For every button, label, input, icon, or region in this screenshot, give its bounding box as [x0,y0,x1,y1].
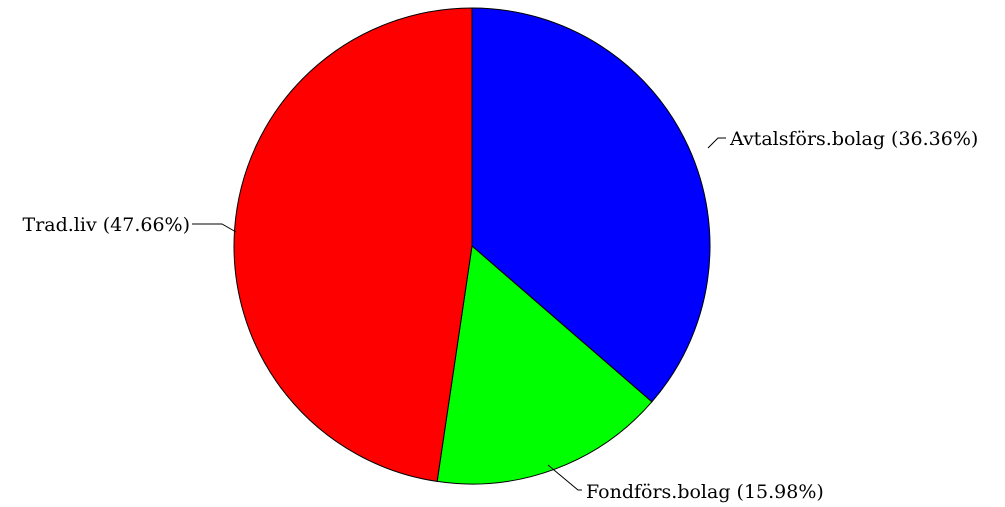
slice-label-trad-liv: Trad.liv (47.66%) [23,214,190,236]
leader-line-avtalsf-rs-bolag [707,137,726,149]
leader-line-fondf-rs-bolag [547,464,582,491]
label-leader-lines [192,137,726,491]
pie-slices [233,7,711,485]
slice-label-avtalsf-rs-bolag: Avtalsförs.bolag (36.36%) [729,128,978,150]
pie-slice-trad-liv [233,7,473,482]
pie-slice-fondf-rs-bolag [436,245,653,485]
leader-line-trad-liv [192,223,237,233]
slice-labels: Avtalsförs.bolag (36.36%) Fondförs.bolag … [23,128,979,503]
pie-slice-avtalsf-rs-bolag [471,7,711,403]
slice-label-fondf-rs-bolag: Fondförs.bolag (15.98%) [586,481,824,503]
